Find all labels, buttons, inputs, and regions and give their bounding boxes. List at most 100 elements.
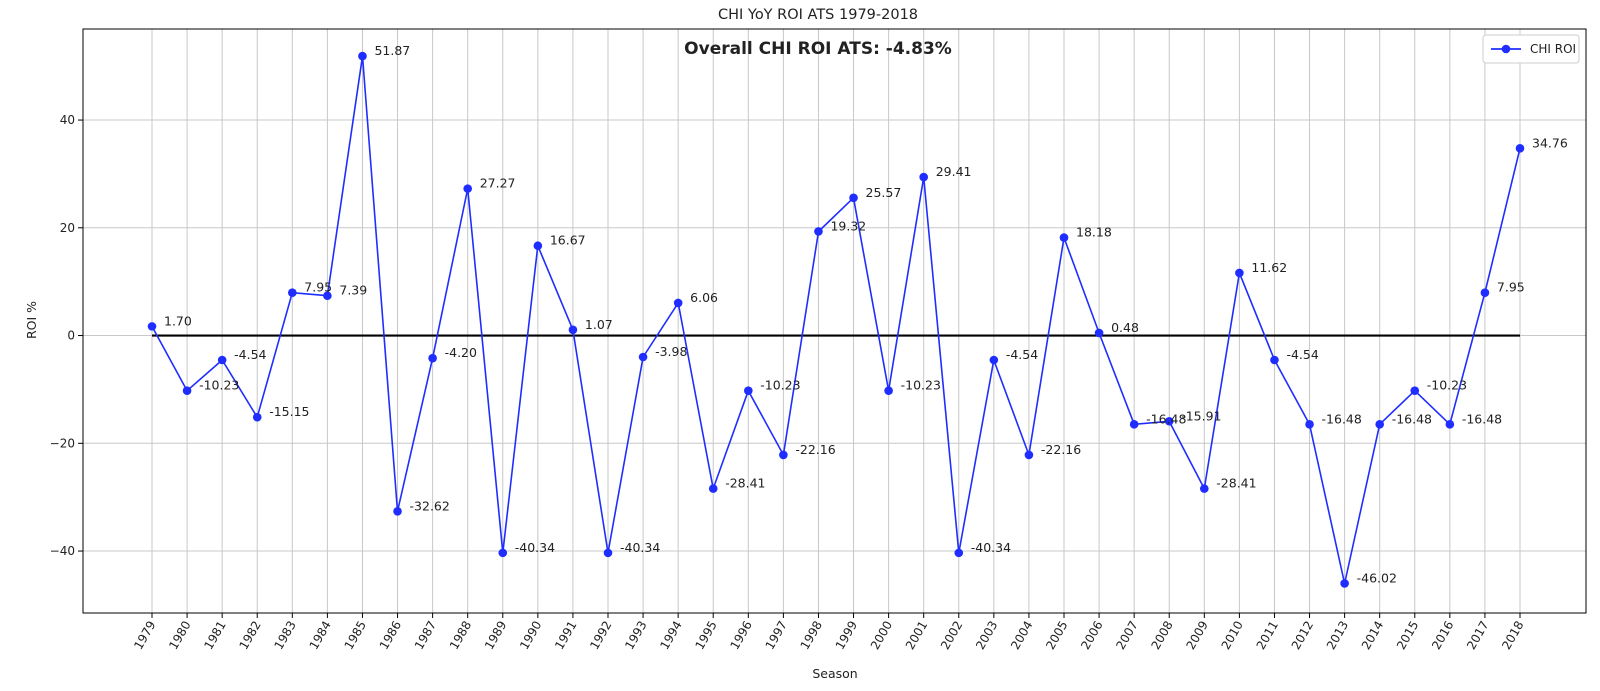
data-label: 1.70 [164, 313, 192, 328]
data-point [849, 193, 858, 203]
x-tick-label: 1992 [587, 619, 614, 652]
data-point [182, 386, 192, 395]
data-label: 25.57 [866, 185, 902, 200]
data-point [533, 241, 543, 251]
y-tick-label: 20 [60, 221, 75, 235]
data-point [1410, 386, 1420, 395]
x-tick-label: 1980 [166, 619, 193, 652]
data-label: 0.48 [1111, 320, 1139, 335]
data-point [1270, 355, 1279, 365]
data-point [744, 386, 753, 395]
data-label: -22.16 [1041, 442, 1081, 457]
data-label: -16.48 [1322, 411, 1362, 426]
x-tick-label: 2000 [868, 619, 895, 652]
data-point [1480, 288, 1490, 298]
data-label: 1.07 [585, 317, 613, 332]
x-tick-label: 2017 [1464, 619, 1491, 652]
data-point [428, 353, 437, 363]
data-label: 6.06 [690, 290, 718, 305]
data-point [673, 298, 683, 308]
data-point [603, 548, 613, 558]
data-label: -3.98 [655, 344, 687, 359]
legend-box [1482, 34, 1580, 64]
data-point [1059, 233, 1069, 242]
data-point [919, 172, 928, 182]
x-tick-label: 2014 [1359, 619, 1386, 652]
x-tick-label: 1986 [377, 619, 404, 652]
x-axis-label: Season [812, 666, 857, 681]
data-label: 18.18 [1076, 225, 1112, 240]
grid-lines [83, 29, 1586, 613]
x-ticks: 1979 1980 1981 1982 1983 1984 1985 1986 1987 1988… [131, 613, 1527, 652]
data-label: -28.41 [1216, 476, 1256, 491]
x-tick-label: 1983 [272, 619, 299, 652]
data-label: -16.48 [1392, 411, 1432, 426]
x-tick-label: 1999 [833, 619, 860, 652]
legend: CHI ROI [1482, 34, 1580, 64]
data-label: -40.34 [515, 540, 555, 555]
data-point [323, 291, 332, 301]
series-line [151, 55, 1521, 585]
data-point [884, 386, 893, 395]
plot-frame [82, 28, 1587, 614]
data-label: -10.23 [760, 378, 800, 393]
data-label: 34.76 [1532, 135, 1568, 150]
data-point [288, 288, 297, 298]
data-point [1129, 420, 1139, 429]
data-labels: 1.70 -10.23 -4.54 -15.15 7.95 7.39 51.87 -32.62… [164, 43, 1568, 585]
data-point [1445, 420, 1455, 429]
data-point [393, 506, 402, 516]
x-tick-label: 1998 [798, 619, 825, 652]
x-tick-label: 1994 [657, 619, 684, 652]
data-label: -40.34 [971, 540, 1011, 555]
data-point [463, 184, 472, 193]
data-label: 7.95 [1497, 280, 1525, 295]
data-point [498, 548, 508, 558]
overall-roi-annotation: Overall CHI ROI ATS: -4.83% [684, 39, 952, 59]
x-tick-label: 2008 [1148, 619, 1175, 652]
data-label: 29.41 [936, 164, 972, 179]
x-tick-label: 2016 [1429, 619, 1456, 652]
x-tick-label: 2001 [903, 619, 930, 652]
x-tick-label: 1981 [201, 619, 228, 652]
data-label: -22.16 [795, 442, 835, 457]
data-label: -28.41 [725, 476, 765, 491]
y-tick-label: 0 [67, 329, 75, 343]
data-point [1235, 268, 1244, 278]
series-layer [147, 51, 1525, 588]
data-point [814, 227, 823, 236]
data-point [708, 484, 718, 493]
data-label: -10.23 [901, 378, 941, 393]
data-label: 7.95 [304, 280, 332, 295]
data-point [638, 352, 648, 362]
x-tick-label: 1991 [552, 619, 579, 652]
x-tick-label: 1993 [622, 619, 649, 652]
y-ticks: −40 −20 0 20 40 [50, 113, 83, 558]
data-point [1340, 579, 1349, 588]
x-tick-label: 2018 [1499, 619, 1526, 652]
data-point [954, 548, 964, 558]
data-point [358, 51, 367, 61]
x-tick-label: 1997 [763, 619, 790, 652]
y-tick-label: −40 [50, 544, 75, 558]
data-label: -4.20 [445, 345, 477, 360]
data-label: 7.39 [339, 283, 367, 298]
x-tick-label: 2006 [1078, 619, 1105, 652]
data-label: -15.91 [1181, 408, 1221, 423]
x-tick-label: 2002 [938, 619, 965, 652]
x-tick-label: 1985 [342, 619, 369, 652]
x-tick-label: 2007 [1113, 619, 1140, 652]
x-tick-label: 1996 [728, 619, 755, 652]
data-label: -46.02 [1357, 570, 1397, 585]
data-point [1305, 420, 1314, 429]
x-tick-label: 2012 [1289, 619, 1316, 652]
data-label: 27.27 [480, 176, 516, 191]
x-tick-label: 2015 [1394, 619, 1421, 652]
data-point [217, 355, 227, 365]
data-label: -4.54 [1286, 347, 1318, 362]
x-tick-label: 2005 [1043, 619, 1070, 652]
x-tick-label: 1989 [482, 619, 509, 652]
data-label: -10.23 [1427, 378, 1467, 393]
data-label: 11.62 [1251, 260, 1287, 275]
